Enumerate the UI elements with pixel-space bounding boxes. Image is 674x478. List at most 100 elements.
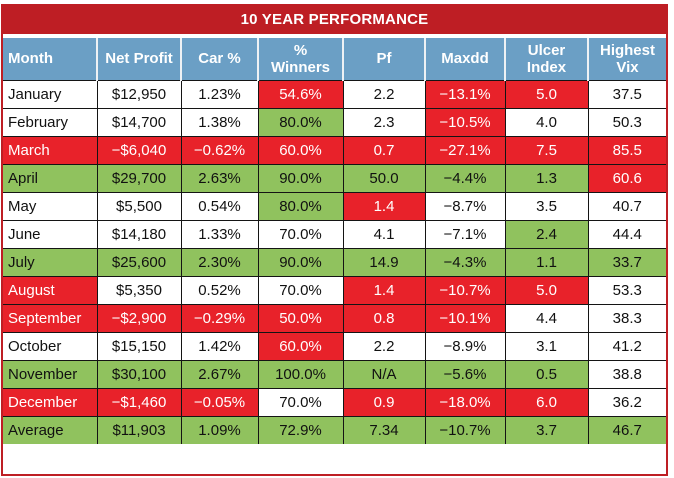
data-cell: 4.1: [342, 219, 426, 249]
data-cell: −4.3%: [424, 247, 506, 277]
column-header-pf: Pf: [342, 38, 425, 80]
column-header-maxdd: Maxdd: [424, 38, 505, 80]
data-cell: 40.7: [587, 191, 666, 221]
data-cell: −27.1%: [424, 135, 506, 165]
table-row: March −$6,040 −0.62% 60.0% 0.7 −27.1% 7.5 85.5: [3, 135, 666, 165]
row-label-cell: August: [3, 275, 98, 305]
data-cell: 1.09%: [180, 415, 259, 444]
data-cell: 0.5: [504, 359, 589, 389]
data-cell: −10.7%: [424, 415, 506, 444]
table-row: July $25,600 2.30% 90.0% 14.9 −4.3% 1.1 33.7: [3, 247, 666, 277]
data-cell: 72.9%: [257, 415, 344, 444]
header-row: Month Net Profit Car % % Winners Pf Maxd…: [3, 38, 666, 80]
data-cell: 60.6: [587, 163, 666, 193]
data-cell: 50.3: [587, 107, 666, 137]
data-cell: −10.1%: [424, 303, 506, 333]
data-cell: 4.0: [504, 107, 589, 137]
column-header-net-profit: Net Profit: [96, 38, 181, 80]
data-cell: 2.2: [342, 331, 426, 361]
data-cell: 50.0%: [257, 303, 344, 333]
data-cell: 0.54%: [180, 191, 259, 221]
table-row: May $5,500 0.54% 80.0% 1.4 −8.7% 3.5 40.7: [3, 191, 666, 221]
data-cell: 0.7: [342, 135, 426, 165]
data-cell: −8.9%: [424, 331, 506, 361]
data-cell: 0.52%: [180, 275, 259, 305]
data-cell: −10.5%: [424, 107, 506, 137]
data-cell: −$2,900: [96, 303, 182, 333]
data-cell: 1.42%: [180, 331, 259, 361]
data-cell: $5,500: [96, 191, 182, 221]
table-row: August $5,350 0.52% 70.0% 1.4 −10.7% 5.0 53.3: [3, 275, 666, 305]
data-cell: −5.6%: [424, 359, 506, 389]
data-cell: $25,600: [96, 247, 182, 277]
data-cell: 6.0: [504, 387, 589, 417]
row-label-cell: March: [3, 135, 98, 165]
data-cell: $29,700: [96, 163, 182, 193]
data-cell: 1.1: [504, 247, 589, 277]
row-label-cell: Average: [3, 415, 98, 444]
data-cell: 100.0%: [257, 359, 344, 389]
data-cell: 4.4: [504, 303, 589, 333]
data-cell: −4.4%: [424, 163, 506, 193]
data-cell: 2.30%: [180, 247, 259, 277]
data-cell: 2.3: [342, 107, 426, 137]
data-cell: −8.7%: [424, 191, 506, 221]
data-cell: 80.0%: [257, 191, 344, 221]
row-label-cell: May: [3, 191, 98, 221]
table-row: January $12,950 1.23% 54.6% 2.2 −13.1% 5.0 37.5: [3, 79, 666, 109]
data-cell: $14,700: [96, 107, 182, 137]
row-label-cell: October: [3, 331, 98, 361]
data-cell: 3.7: [504, 415, 589, 444]
data-cell: $30,100: [96, 359, 182, 389]
row-label-cell: December: [3, 387, 98, 417]
data-cell: 1.33%: [180, 219, 259, 249]
data-cell: 41.2: [587, 331, 666, 361]
data-cell: N/A: [342, 359, 426, 389]
column-header-ulcer-index: Ulcer Index: [504, 38, 588, 80]
data-cell: 0.8: [342, 303, 426, 333]
data-cell: 1.4: [342, 191, 426, 221]
data-cell: 54.6%: [257, 79, 344, 109]
data-cell: 53.3: [587, 275, 666, 305]
data-cell: 1.23%: [180, 79, 259, 109]
data-cell: 70.0%: [257, 387, 344, 417]
column-header-month: Month: [3, 38, 97, 80]
data-cell: $5,350: [96, 275, 182, 305]
table-row: November $30,100 2.67% 100.0% N/A −5.6% 0.5 38.…: [3, 359, 666, 389]
performance-table-panel: 10 YEAR PERFORMANCE Month Net Profit Car…: [1, 4, 668, 476]
data-cell: 7.34: [342, 415, 426, 444]
data-cell: −0.05%: [180, 387, 259, 417]
data-cell: −10.7%: [424, 275, 506, 305]
performance-table: Month Net Profit Car % % Winners Pf Maxd…: [3, 38, 666, 444]
data-cell: 60.0%: [257, 135, 344, 165]
data-cell: 2.67%: [180, 359, 259, 389]
row-label-cell: June: [3, 219, 98, 249]
data-cell: 44.4: [587, 219, 666, 249]
data-cell: 2.2: [342, 79, 426, 109]
table-row: September −$2,900 −0.29% 50.0% 0.8 −10.1% 4.4 3…: [3, 303, 666, 333]
row-label-cell: July: [3, 247, 98, 277]
data-cell: 2.4: [504, 219, 589, 249]
data-cell: 3.1: [504, 331, 589, 361]
data-cell: 80.0%: [257, 107, 344, 137]
table-row: February $14,700 1.38% 80.0% 2.3 −10.5% 4.0 50.…: [3, 107, 666, 137]
data-cell: 1.4: [342, 275, 426, 305]
data-cell: 5.0: [504, 79, 589, 109]
data-cell: 1.3: [504, 163, 589, 193]
data-cell: 85.5: [587, 135, 666, 165]
data-cell: $15,150: [96, 331, 182, 361]
table-row: October $15,150 1.42% 60.0% 2.2 −8.9% 3.1 41.2: [3, 331, 666, 361]
data-cell: 2.63%: [180, 163, 259, 193]
data-cell: −7.1%: [424, 219, 506, 249]
data-cell: $12,950: [96, 79, 182, 109]
data-cell: −0.62%: [180, 135, 259, 165]
data-cell: 70.0%: [257, 275, 344, 305]
data-cell: 60.0%: [257, 331, 344, 361]
data-cell: 3.5: [504, 191, 589, 221]
data-cell: −0.29%: [180, 303, 259, 333]
table-row: December −$1,460 −0.05% 70.0% 0.9 −18.0% 6.0 36…: [3, 387, 666, 417]
row-label-cell: April: [3, 163, 98, 193]
data-cell: 5.0: [504, 275, 589, 305]
column-header-car-pct: Car %: [180, 38, 258, 80]
data-cell: 90.0%: [257, 163, 344, 193]
